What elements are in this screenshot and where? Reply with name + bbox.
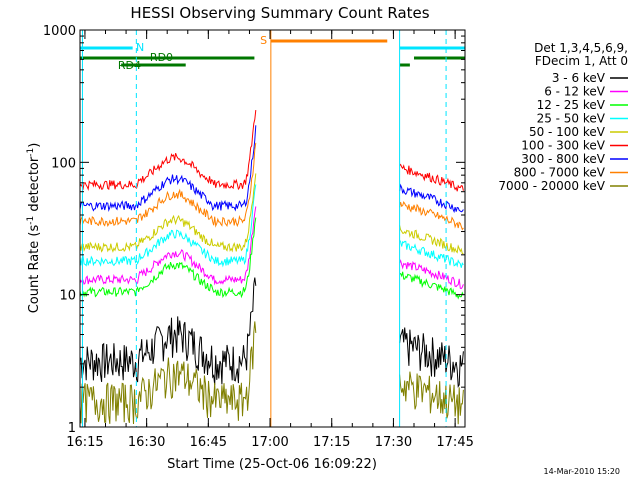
series-line — [79, 142, 257, 228]
series-line — [79, 206, 257, 286]
series-line — [399, 200, 464, 231]
x-tick-label: 17:15 — [313, 435, 350, 450]
legend-header-1: Det 1,3,4,5,6,9, — [534, 41, 628, 55]
x-tick-label: 17:00 — [251, 435, 288, 450]
series-line — [399, 163, 464, 192]
series-line — [79, 217, 257, 299]
rd0-flag-label: RD0 — [150, 51, 173, 64]
series-line — [399, 271, 464, 300]
x-tick-label: 16:30 — [128, 435, 165, 450]
legend-entry-label: 12 - 25 keV — [537, 98, 606, 112]
y-axis-label-sup: -1 — [26, 216, 36, 225]
series-line — [399, 225, 464, 255]
y-axis-label-sup: -1 — [26, 148, 36, 157]
footer-date: 14-Mar-2010 15:20 — [544, 467, 621, 476]
chart-title: HESSI Observing Summary Count Rates — [130, 4, 429, 22]
series-line — [399, 371, 464, 425]
y-tick-label: 1000 — [43, 24, 76, 39]
x-axis-label: Start Time (25-Oct-06 16:09:22) — [167, 457, 377, 472]
legend-entry-label: 25 - 50 keV — [537, 112, 606, 126]
overlay-layer: S N RD0 RD4 — [80, 30, 465, 427]
series-line — [79, 184, 257, 268]
y-axis: 1 10 100 1000 — [43, 24, 465, 436]
legend-entry-label: 100 - 300 keV — [521, 139, 605, 153]
x-tick-label: 17:30 — [375, 435, 412, 450]
legend-entry-label: 6 - 12 keV — [544, 85, 606, 99]
series-line — [399, 239, 464, 268]
saa-flag-label: S — [260, 34, 267, 47]
legend-header-2: FDecim 1, Att 0 — [535, 54, 628, 68]
series-line — [79, 125, 257, 213]
x-tick-label: 17:45 — [436, 435, 473, 450]
y-tick-label: 1 — [68, 421, 76, 436]
x-tick-label: 16:45 — [190, 435, 227, 450]
legend: Det 1,3,4,5,6,9, FDecim 1, Att 0 3 - 6 k… — [498, 41, 628, 193]
legend-entry-label: 800 - 7000 keV — [514, 166, 606, 180]
x-tick-label: 16:15 — [66, 435, 103, 450]
night-flag-label: N — [136, 41, 144, 54]
series-layer — [79, 110, 464, 425]
plot-frame — [79, 29, 466, 428]
series-line — [79, 173, 257, 253]
rd4-flag-label: RD4 — [118, 59, 141, 72]
legend-entry-label: 50 - 100 keV — [529, 125, 606, 139]
series-line — [79, 321, 257, 425]
series-line — [399, 183, 464, 214]
series-line — [79, 110, 257, 191]
y-tick-label: 10 — [59, 289, 76, 304]
x-axis: 16:15 16:30 16:45 17:00 17:15 17:30 17:45 — [66, 30, 474, 450]
series-line — [399, 259, 464, 290]
legend-entry-label: 7000 - 20000 keV — [498, 179, 605, 193]
y-tick-label: 100 — [51, 156, 76, 171]
y-axis-label: Count Rate (s-1 detector-1) — [26, 143, 42, 314]
legend-entry-label: 3 - 6 keV — [552, 71, 606, 85]
legend-entry-label: 300 - 800 keV — [521, 152, 605, 166]
series-line — [79, 277, 257, 385]
series-line — [399, 327, 464, 388]
